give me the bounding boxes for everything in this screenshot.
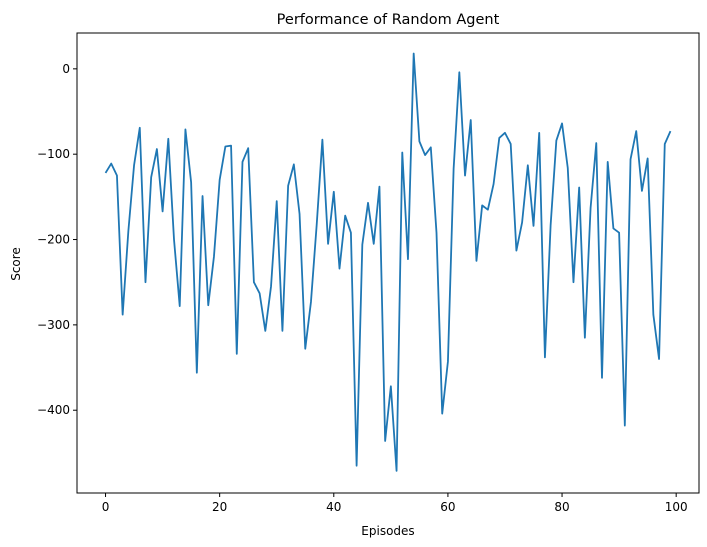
x-tick-label: 60 (440, 500, 455, 514)
plot-frame (76, 32, 700, 494)
y-tick-label: −100 (37, 147, 70, 161)
y-tick-label: −200 (37, 233, 70, 247)
y-tick-label: −400 (37, 403, 70, 417)
y-axis: 0 −100 −200 −300 −400 (37, 62, 77, 417)
x-tick-label: 40 (326, 500, 341, 514)
x-tick-label: 20 (212, 500, 227, 514)
plot-area (104, 52, 672, 472)
y-tick-label: −300 (37, 318, 70, 332)
x-axis: 0 20 40 60 80 100 (102, 493, 688, 514)
x-axis-label: Episodes (361, 524, 414, 538)
chart-title: Performance of Random Agent (277, 12, 500, 28)
y-axis-label: Score (9, 247, 23, 281)
series-line (104, 52, 672, 472)
x-tick-label: 80 (554, 500, 569, 514)
x-tick-label: 100 (665, 500, 688, 514)
x-tick-label: 0 (102, 500, 110, 514)
y-tick-label: 0 (62, 62, 70, 76)
